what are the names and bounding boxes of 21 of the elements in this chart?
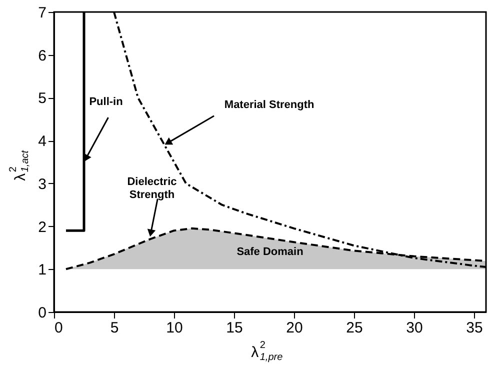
x-tick-label: 0	[54, 320, 63, 336]
y-tick-label: 0	[38, 304, 46, 322]
y-tick-label: 6	[38, 47, 46, 64]
x-tick-label: 15	[226, 320, 243, 336]
annotation: Dielectric Strength	[127, 176, 177, 201]
annotation: Pull-in	[89, 96, 124, 108]
annotation: Material Strength	[224, 98, 315, 111]
x-tick-label: 10	[166, 320, 183, 336]
y-tick-label: 4	[38, 133, 46, 150]
y-tick-label: 1	[38, 262, 46, 279]
y-tick-label: 2	[38, 218, 46, 236]
y-tick-label: 3	[38, 176, 46, 193]
x-tick-label: 20	[286, 320, 303, 336]
annotation: Safe Domain	[236, 246, 304, 258]
x-tick-label: 25	[346, 320, 363, 336]
x-tick-label: 35	[466, 320, 483, 336]
x-tick-label: 30	[406, 320, 423, 336]
y-tick-label: 5	[38, 90, 46, 108]
x-tick-label: 5	[110, 320, 119, 336]
y-axis-title: λ21,act	[8, 149, 31, 181]
y-tick-label: 7	[38, 4, 46, 22]
